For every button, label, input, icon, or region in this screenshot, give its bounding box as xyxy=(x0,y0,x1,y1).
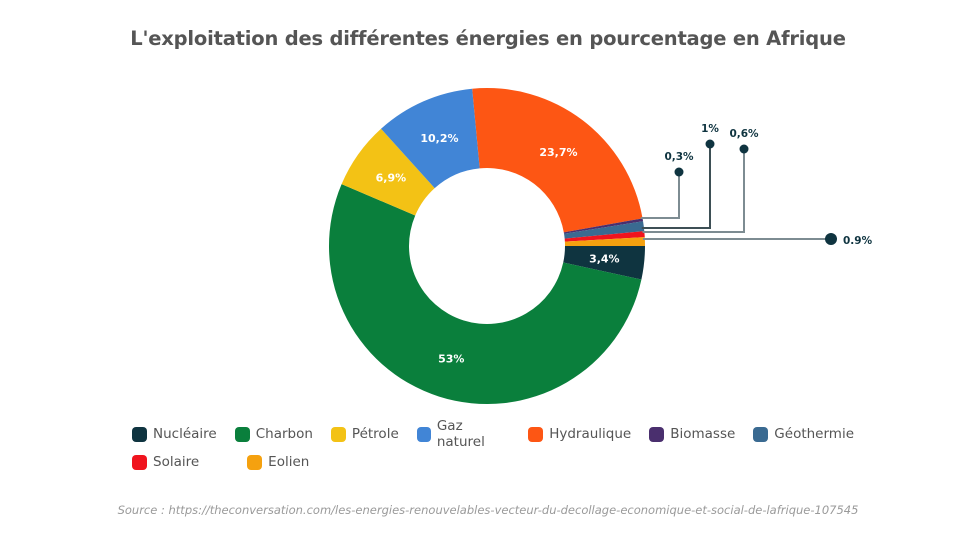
legend-label: Hydraulique xyxy=(549,426,632,442)
callout-line-solaire xyxy=(642,149,745,233)
legend-label: Gaz naturel xyxy=(436,418,485,450)
legend-label: Pétrole xyxy=(351,426,399,442)
slice-nucleaire xyxy=(563,246,645,280)
legend-label: Eolien xyxy=(268,454,310,470)
legend-label: Géothermie xyxy=(774,426,854,442)
callout-label-solaire: 0,6% xyxy=(729,128,759,140)
callout-label-geothermie: 1% xyxy=(701,123,719,135)
legend: Nucléaire Charbon Pétrole Gaz naturel Hydrau… xyxy=(132,418,872,476)
slice-hydraulique xyxy=(472,87,643,233)
legend-swatch xyxy=(649,426,665,442)
legend-swatch xyxy=(234,426,250,442)
legend-swatch xyxy=(753,426,769,442)
donut-slices xyxy=(329,87,645,404)
callout-dot-biomasse xyxy=(674,167,684,177)
callout-label-eolien: 0.9% xyxy=(843,235,873,247)
legend-item-geothermie[interactable]: Géothermie xyxy=(753,426,854,442)
legend-item-eolien[interactable]: Eolien xyxy=(247,454,309,470)
legend-item-petrole[interactable]: Pétrole xyxy=(330,426,399,442)
slice-label-nucleaire: 3,4% xyxy=(589,253,620,266)
slice-label-petrole: 6,9% xyxy=(376,172,407,185)
callout-dot-solaire xyxy=(739,144,749,154)
legend-label: Charbon xyxy=(255,426,313,442)
legend-item-solaire[interactable]: Solaire xyxy=(132,454,199,470)
legend-item-gaz-naturel[interactable]: Gaz naturel xyxy=(416,418,510,450)
legend-label: Biomasse xyxy=(670,426,736,442)
slice-labels: 23,7% 3,4% 53% 6,9% 10,2% xyxy=(376,132,620,365)
slice-geothermie xyxy=(564,221,645,239)
slice-solaire xyxy=(564,231,645,242)
legend-swatch xyxy=(132,454,147,470)
legend-swatch xyxy=(247,454,263,470)
chart-title: L'exploitation des différentes énergies … xyxy=(130,27,846,50)
legend-item-biomasse[interactable]: Biomasse xyxy=(649,426,735,442)
callout-dot-eolien xyxy=(825,233,837,245)
slice-eolien xyxy=(564,237,645,246)
legend-row: Solaire Eolien xyxy=(132,448,872,476)
slice-charbon xyxy=(329,184,642,404)
slice-label-hydraulique: 23,7% xyxy=(539,146,577,159)
callout-line-geothermie xyxy=(641,144,711,229)
slice-biomasse xyxy=(563,218,644,234)
legend-swatch xyxy=(132,426,147,442)
legend-label: Nucléaire xyxy=(153,426,217,442)
slice-label-charbon: 53% xyxy=(438,352,464,365)
legend-item-hydraulique[interactable]: Hydraulique xyxy=(528,426,631,442)
legend-item-charbon[interactable]: Charbon xyxy=(234,426,313,442)
source-note: Source : https://theconversation.com/les… xyxy=(117,503,859,517)
legend-swatch xyxy=(528,426,544,442)
callout-dot-geothermie xyxy=(705,139,715,149)
legend-row: Nucléaire Charbon Pétrole Gaz naturel Hydrau… xyxy=(132,418,872,450)
slice-gaz-naturel xyxy=(381,88,480,189)
callout-label-biomasse: 0,3% xyxy=(664,151,694,163)
callout-line-biomasse xyxy=(640,172,680,219)
legend-swatch xyxy=(330,426,346,442)
legend-item-nucleaire[interactable]: Nucléaire xyxy=(132,426,217,442)
slice-petrole xyxy=(341,128,435,216)
legend-label: Solaire xyxy=(153,454,200,470)
callout-annotations: 0,3% 1% 0,6% 0.9% xyxy=(640,123,873,247)
legend-swatch xyxy=(416,426,431,442)
slice-label-gaz-naturel: 10,2% xyxy=(420,132,458,145)
